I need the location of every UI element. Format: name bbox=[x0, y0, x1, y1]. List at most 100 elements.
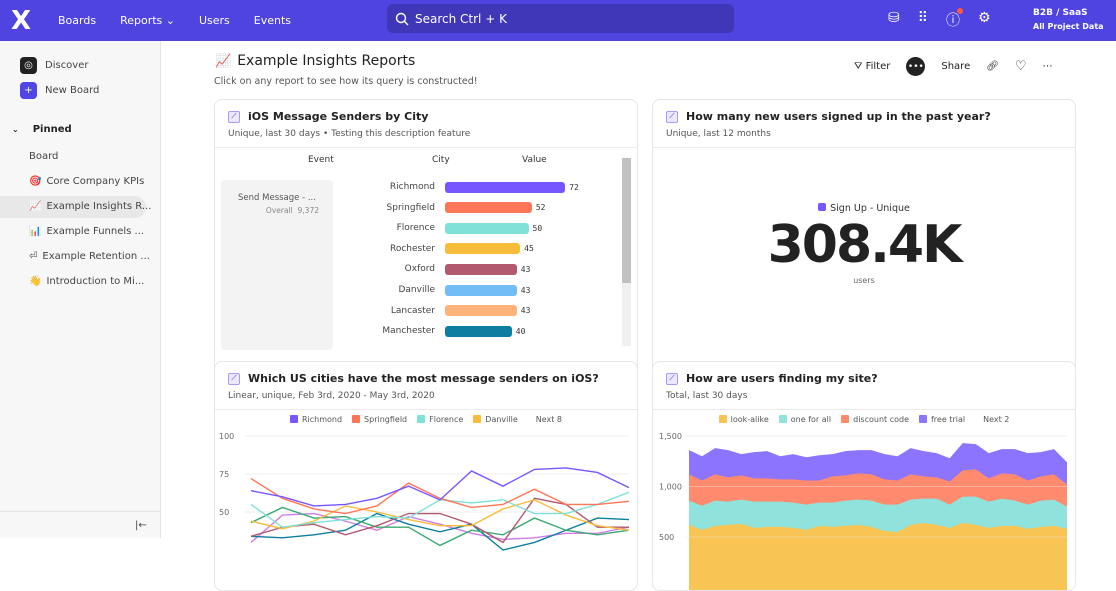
apps-grid-icon[interactable]: ⠿ bbox=[917, 10, 928, 26]
settings-icon[interactable]: ⚙ bbox=[978, 10, 991, 26]
series-area[interactable] bbox=[689, 522, 1067, 591]
bar[interactable] bbox=[445, 305, 517, 317]
bar[interactable] bbox=[445, 222, 529, 234]
search-placeholder: Search Ctrl + K bbox=[415, 11, 507, 26]
search-input[interactable]: Search Ctrl + K bbox=[387, 4, 734, 33]
bar[interactable] bbox=[445, 284, 517, 296]
legend-item[interactable]: Florence bbox=[417, 415, 463, 424]
nav-boards[interactable]: Boards bbox=[58, 14, 97, 27]
nav-reports-label: Reports bbox=[120, 14, 163, 27]
nav-users[interactable]: Users bbox=[198, 14, 230, 27]
pinned-item-label: Board bbox=[29, 151, 59, 162]
pinned-section-toggle[interactable]: ⌄ Pinned bbox=[12, 124, 72, 135]
bar-label: Lancaster bbox=[390, 305, 435, 316]
legend-item[interactable]: Richmond bbox=[289, 415, 342, 424]
legend-swatch bbox=[778, 415, 787, 423]
database-settings-icon[interactable]: ⛁ bbox=[888, 10, 900, 26]
scrollbar-thumb[interactable] bbox=[622, 158, 631, 283]
report-card-line[interactable]: ⟋ Which US cities have the most message s… bbox=[214, 361, 638, 591]
bar-label: Springfield bbox=[386, 202, 435, 213]
bar-row[interactable]: Danville 43 bbox=[355, 280, 530, 300]
legend-next-button[interactable]: Next 2 bbox=[983, 415, 1010, 424]
card-subtitle: Linear, unique, Feb 3rd, 2020 - May 3rd,… bbox=[228, 391, 435, 401]
sidebar: ◎ Discover + New Board ⌄ Pinned Board 🎯 Core … bbox=[0, 41, 161, 538]
bar-row[interactable]: Springfield 52 bbox=[355, 198, 545, 218]
divider bbox=[653, 147, 1075, 148]
mixpanel-logo[interactable]: X bbox=[10, 5, 32, 36]
filter-button[interactable]: ⛛ Filter bbox=[854, 61, 890, 72]
legend-label: Springfield bbox=[364, 415, 408, 424]
legend-item[interactable]: Springfield bbox=[352, 415, 407, 424]
pinned-item-label: Example Insights R... bbox=[46, 201, 152, 212]
insights-icon: ⟋ bbox=[228, 372, 240, 385]
series-line[interactable] bbox=[250, 499, 630, 531]
bar-row[interactable]: Lancaster 43 bbox=[355, 301, 530, 321]
legend-label: Florence bbox=[429, 415, 464, 424]
bar[interactable] bbox=[445, 263, 517, 275]
report-card-bar[interactable]: ⟋ iOS Message Senders by City Unique, las… bbox=[214, 99, 638, 386]
page-description: Click on any report to see how its query… bbox=[214, 76, 478, 87]
project-name: B2B / SaaS bbox=[1033, 8, 1088, 18]
bar-value: 72 bbox=[569, 182, 579, 192]
legend-item[interactable]: discount code bbox=[841, 415, 909, 424]
legend-item[interactable]: free trial bbox=[918, 415, 965, 424]
report-card-area[interactable]: ⟋ How are users finding my site? Total, l… bbox=[652, 361, 1076, 591]
bar-row[interactable]: Rochester 45 bbox=[355, 239, 534, 259]
board-emoji-icon: 📈 bbox=[29, 201, 42, 212]
link-icon[interactable]: 🔗︎ bbox=[986, 61, 999, 72]
avatar[interactable]: ••• bbox=[906, 57, 926, 76]
metric-value: 308.4K bbox=[767, 215, 963, 275]
y-tick-label: 50 bbox=[219, 508, 229, 517]
bar-label: Richmond bbox=[389, 182, 435, 192]
legend-label: discount code bbox=[853, 415, 909, 424]
report-card-metric[interactable]: ⟋ How many new users signed up in the pas… bbox=[652, 99, 1076, 386]
legend-item[interactable]: look-alike bbox=[718, 415, 769, 424]
bar-row[interactable]: Richmond 72 bbox=[355, 177, 579, 197]
share-button[interactable]: Share bbox=[941, 61, 971, 72]
bar-row[interactable]: Florence 50 bbox=[355, 218, 542, 238]
sidebar-pinned-item[interactable]: 📊 Example Funnels ... bbox=[29, 226, 144, 237]
scrollbar[interactable] bbox=[622, 158, 631, 346]
bar-row[interactable]: Manchester 40 bbox=[355, 321, 525, 341]
card-title: How many new users signed up in the past… bbox=[686, 110, 991, 123]
sidebar-discover[interactable]: ◎ Discover bbox=[20, 57, 89, 74]
collapse-sidebar-button[interactable]: |← bbox=[135, 520, 147, 531]
help-icon[interactable]: ⓘ bbox=[946, 8, 963, 30]
more-options-icon[interactable]: ⋯ bbox=[1042, 61, 1053, 72]
bar[interactable] bbox=[445, 243, 521, 255]
legend-item[interactable]: Danville bbox=[473, 415, 518, 424]
bar[interactable] bbox=[445, 325, 512, 337]
sidebar-pinned-item[interactable]: Board bbox=[29, 151, 58, 162]
bar-label: Danville bbox=[398, 285, 435, 295]
project-selector[interactable]: B2B / SaaS All Project Data bbox=[1033, 7, 1104, 33]
bar[interactable] bbox=[445, 202, 532, 214]
heart-icon[interactable]: ♡ bbox=[1014, 59, 1027, 74]
sidebar-pinned-item[interactable]: 📈 Example Insights R... bbox=[29, 201, 151, 212]
bar[interactable] bbox=[445, 181, 566, 193]
notification-dot bbox=[957, 8, 963, 14]
divider bbox=[215, 409, 637, 410]
series-line[interactable] bbox=[250, 467, 630, 507]
column-header-value: Value bbox=[522, 155, 547, 165]
legend-next-button[interactable]: Next 8 bbox=[535, 415, 563, 424]
chart-legend: Richmond Springfield Florence Danville Next … bbox=[215, 415, 637, 424]
sidebar-pinned-item[interactable]: ⏎ Example Retention ... bbox=[29, 251, 150, 262]
bar-row[interactable]: Oxford 43 bbox=[355, 259, 530, 279]
legend-swatch bbox=[818, 203, 827, 211]
sidebar-new-board[interactable]: + New Board bbox=[20, 82, 99, 99]
card-subtitle: Unique, last 12 months bbox=[666, 129, 771, 139]
plus-icon: + bbox=[20, 82, 37, 99]
sidebar-pinned-item[interactable]: 👋 Introduction to Mi... bbox=[29, 276, 144, 287]
divider bbox=[653, 409, 1075, 410]
nav-reports[interactable]: Reports ⌄ bbox=[120, 14, 175, 27]
overall-label: Overall bbox=[265, 206, 293, 215]
insights-icon: ⟋ bbox=[666, 372, 678, 385]
pinned-item-label: Example Funnels ... bbox=[46, 226, 145, 237]
series-line[interactable] bbox=[250, 512, 630, 543]
series-line[interactable] bbox=[250, 477, 630, 515]
nav-events[interactable]: Events bbox=[253, 14, 292, 27]
legend-label: one for all bbox=[790, 415, 832, 424]
legend-item[interactable]: one for all bbox=[778, 415, 832, 424]
sidebar-pinned-item[interactable]: 🎯 Core Company KPIs bbox=[29, 176, 144, 187]
metric-unit: users bbox=[853, 276, 875, 285]
